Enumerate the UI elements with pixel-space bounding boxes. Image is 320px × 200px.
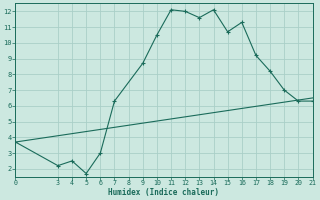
X-axis label: Humidex (Indice chaleur): Humidex (Indice chaleur): [108, 188, 220, 197]
